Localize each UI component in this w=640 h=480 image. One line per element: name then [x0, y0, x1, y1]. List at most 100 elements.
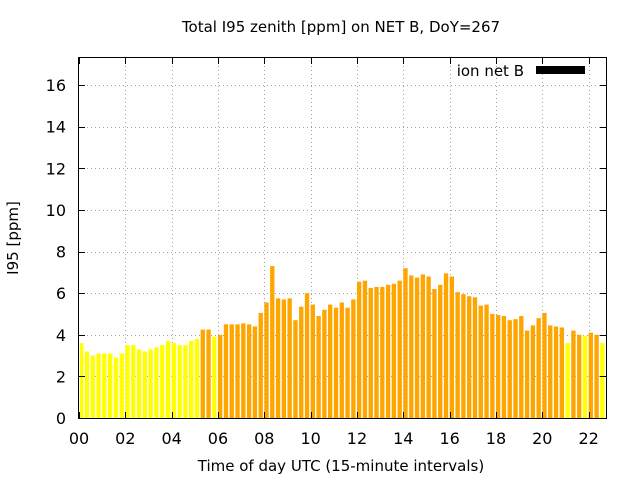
- bar: [84, 351, 90, 418]
- x-tick-label: 00: [69, 429, 89, 448]
- bar: [467, 296, 472, 418]
- bar: [548, 325, 553, 418]
- x-tick-label: 14: [393, 429, 413, 448]
- bar: [252, 326, 258, 418]
- bar: [409, 275, 414, 418]
- plot-frame: [78, 57, 607, 419]
- bar: [449, 276, 454, 418]
- bar: [107, 353, 113, 418]
- bar: [316, 316, 321, 418]
- bar: [148, 349, 153, 418]
- bars: [80, 266, 605, 418]
- bar: [333, 307, 339, 418]
- x-tick-label: 16: [439, 429, 459, 448]
- bar: [513, 319, 518, 418]
- bar: [478, 305, 483, 418]
- bar: [519, 316, 524, 418]
- bar: [438, 284, 443, 418]
- x-tick-label: 20: [532, 429, 552, 448]
- bar: [177, 345, 182, 418]
- bar: [356, 281, 362, 418]
- y-tick-label: 4: [56, 326, 66, 345]
- bar: [183, 345, 188, 418]
- bar: [345, 307, 350, 418]
- x-tick-label: 12: [347, 429, 367, 448]
- bar: [165, 341, 171, 418]
- bar: [310, 304, 315, 418]
- x-axis-label: Time of day UTC (15-minute intervals): [197, 457, 484, 475]
- bar: [90, 355, 95, 418]
- y-tick-label: 12: [46, 159, 66, 178]
- bar: [154, 347, 159, 418]
- bar: [125, 345, 130, 418]
- y-tick-label: 10: [46, 201, 66, 220]
- bar: [553, 326, 559, 418]
- bar: [142, 351, 148, 418]
- bar: [189, 341, 194, 418]
- bar: [455, 292, 460, 418]
- y-tick-label: 6: [56, 284, 66, 303]
- bar: [600, 343, 605, 418]
- bar: [241, 323, 246, 418]
- bar: [131, 345, 136, 418]
- bar: [397, 280, 402, 418]
- legend-label: ion net B: [457, 62, 524, 80]
- bar: [223, 324, 229, 418]
- x-tick-label: 10: [300, 429, 320, 448]
- y-tick-label: 16: [46, 76, 66, 95]
- bar: [432, 288, 437, 418]
- bar: [229, 324, 234, 418]
- bar: [113, 357, 119, 418]
- bar: [536, 318, 541, 418]
- bar: [461, 294, 466, 418]
- bar: [206, 329, 211, 418]
- bar: [293, 320, 298, 418]
- bar: [212, 336, 217, 418]
- x-tick-label: 06: [208, 429, 228, 448]
- x-tick-labels: 00 02 04 06 08 10 12 14 16 18 20 22: [69, 429, 599, 448]
- bar: [119, 353, 124, 418]
- bar: [542, 312, 547, 418]
- bar: [524, 330, 530, 418]
- bar: [368, 287, 373, 418]
- bar: [472, 297, 478, 418]
- bar: [385, 284, 391, 418]
- y-tick-labels: 0 2 4 6 8 10 12 14 16: [46, 76, 66, 428]
- y-tick-label: 0: [56, 409, 66, 428]
- bar: [246, 324, 252, 418]
- bar: [351, 299, 356, 418]
- bar: [380, 286, 385, 418]
- bar: [171, 343, 177, 418]
- bar: [102, 353, 107, 418]
- bar: [304, 293, 310, 418]
- bar: [414, 277, 420, 418]
- bar: [80, 343, 84, 418]
- bar: [582, 335, 588, 418]
- y-tick-label: 2: [56, 367, 66, 386]
- bar: [391, 283, 397, 418]
- ticks: [79, 58, 606, 419]
- bar: [571, 330, 576, 418]
- bar: [374, 286, 379, 418]
- bar: [403, 268, 408, 418]
- bar: [420, 274, 426, 418]
- x-tick-label: 02: [115, 429, 135, 448]
- bar: [362, 280, 368, 418]
- bar: [299, 306, 304, 418]
- legend: ion net B: [457, 62, 585, 80]
- x-tick-label: 22: [578, 429, 598, 448]
- bar: [217, 334, 223, 418]
- bar: [264, 302, 269, 418]
- y-axis-label: I95 [ppm]: [4, 201, 22, 275]
- bar: [258, 312, 263, 418]
- bar: [495, 314, 501, 418]
- bar: [530, 325, 536, 418]
- bar: [328, 304, 333, 418]
- bar: [426, 276, 431, 418]
- x-tick-label: 18: [486, 429, 506, 448]
- y-tick-label: 14: [46, 118, 66, 137]
- bar: [559, 327, 565, 418]
- legend-swatch: [536, 66, 585, 74]
- bar: [588, 332, 593, 418]
- bar: [96, 353, 101, 418]
